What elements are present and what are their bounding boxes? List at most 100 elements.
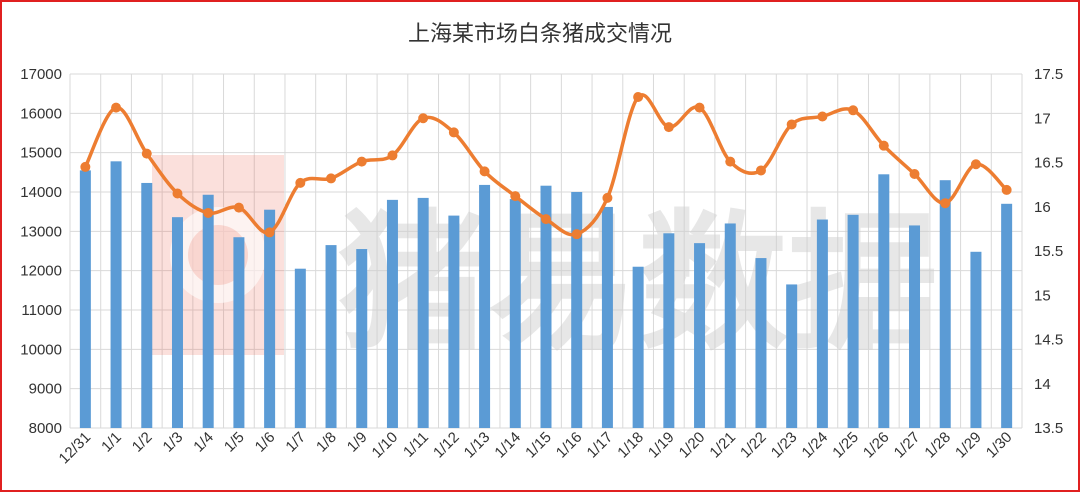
bar <box>632 266 644 428</box>
line-point <box>448 127 459 138</box>
x-tick-label: 1/12 <box>430 429 463 462</box>
x-tick-label: 1/16 <box>553 429 586 462</box>
bar <box>479 184 491 428</box>
bar <box>386 199 398 428</box>
line-point <box>663 122 674 133</box>
left-tick-label: 16000 <box>20 105 62 122</box>
line-point <box>878 140 889 151</box>
x-tick-label: 1/1 <box>98 429 125 456</box>
bar <box>847 214 859 428</box>
bar <box>509 199 521 428</box>
line-point <box>356 156 367 167</box>
bar <box>417 197 429 428</box>
x-tick-label: 1/21 <box>706 429 739 462</box>
line-point <box>786 119 797 130</box>
right-tick-label: 15.5 <box>1034 243 1063 260</box>
line-point <box>479 166 490 177</box>
x-tick-label: 1/26 <box>860 429 893 462</box>
right-tick-label: 17 <box>1034 110 1051 127</box>
x-tick-label: 1/29 <box>952 429 985 462</box>
left-tick-label: 14000 <box>20 184 62 201</box>
x-tick-label: 1/18 <box>614 429 647 462</box>
line-point <box>970 159 981 170</box>
line-point <box>602 192 613 203</box>
bar-series <box>79 161 1013 428</box>
line-point <box>80 161 91 172</box>
bar <box>540 185 552 428</box>
line-point <box>571 229 582 240</box>
x-tick-label: 1/14 <box>491 429 524 462</box>
x-tick-label: 1/10 <box>369 429 402 462</box>
line-point <box>694 102 705 113</box>
x-tick-label: 1/5 <box>221 429 248 456</box>
x-tick-label: 1/17 <box>584 429 617 462</box>
line-point <box>510 191 521 202</box>
bar <box>694 243 706 428</box>
bar <box>79 170 91 428</box>
right-axis: 13.5 14 14.5 15 15.5 16 16.5 17 17.5 <box>1034 66 1063 437</box>
x-tick-label: 1/11 <box>400 429 432 461</box>
bar <box>571 192 583 428</box>
bar <box>601 206 613 428</box>
line-point <box>141 148 152 159</box>
bar <box>939 180 951 428</box>
line-point <box>940 198 951 209</box>
bar <box>110 161 122 428</box>
right-tick-label: 14.5 <box>1034 332 1063 349</box>
x-tick-label: 1/25 <box>829 429 862 462</box>
line-point <box>817 111 828 122</box>
line-point <box>111 102 122 113</box>
bar <box>233 237 245 428</box>
bar <box>755 258 767 428</box>
right-tick-label: 15 <box>1034 287 1051 304</box>
right-tick-label: 13.5 <box>1034 420 1063 437</box>
x-tick-label: 1/19 <box>645 429 678 462</box>
line-point <box>172 188 183 199</box>
x-tick-label: 1/22 <box>737 429 770 462</box>
bar <box>171 217 183 428</box>
x-axis: 12/31 1/1 1/2 1/3 1/4 1/5 1/6 1/7 1/8 1/91/101/11… <box>56 429 1016 468</box>
right-tick-label: 17.5 <box>1034 66 1063 83</box>
x-tick-label: 1/15 <box>522 429 555 462</box>
x-tick-label: 1/28 <box>921 429 954 462</box>
left-tick-label: 9000 <box>29 381 62 398</box>
line-series <box>80 92 1012 240</box>
x-tick-label: 1/3 <box>160 429 187 456</box>
x-tick-label: 1/23 <box>768 429 801 462</box>
line-point <box>264 227 275 238</box>
line-point <box>326 173 337 184</box>
line-point <box>203 207 214 218</box>
x-tick-label: 1/30 <box>983 429 1016 462</box>
right-tick-label: 16 <box>1034 199 1051 216</box>
line-point <box>418 113 429 124</box>
line-point <box>848 105 859 116</box>
line-point <box>909 169 920 180</box>
x-tick-label: 1/9 <box>344 429 371 456</box>
chart-title: 上海某市场白条猪成交情况 <box>407 22 672 47</box>
bar <box>325 245 337 428</box>
bar <box>141 182 153 428</box>
x-tick-label: 1/13 <box>461 429 494 462</box>
bar <box>970 251 982 428</box>
x-tick-label: 1/6 <box>252 429 279 456</box>
left-tick-label: 12000 <box>20 263 62 280</box>
bar <box>816 219 828 428</box>
x-tick-label: 1/27 <box>891 429 924 462</box>
left-tick-label: 10000 <box>20 341 62 358</box>
bar <box>724 223 736 428</box>
bar <box>448 215 460 428</box>
line-point <box>233 202 244 213</box>
line-point <box>755 165 766 176</box>
left-axis: 8000 9000 10000 11000 12000 13000 14000 15000 16… <box>20 66 62 437</box>
x-tick-label: 1/24 <box>799 429 832 462</box>
left-tick-label: 13000 <box>20 223 62 240</box>
x-tick-label: 1/7 <box>282 429 309 456</box>
left-tick-label: 15000 <box>20 145 62 162</box>
bar <box>356 249 368 428</box>
line-point <box>633 92 644 103</box>
bar <box>878 174 890 428</box>
x-tick-label: 1/20 <box>676 429 709 462</box>
right-tick-label: 14 <box>1034 376 1051 393</box>
bar <box>1001 203 1013 428</box>
